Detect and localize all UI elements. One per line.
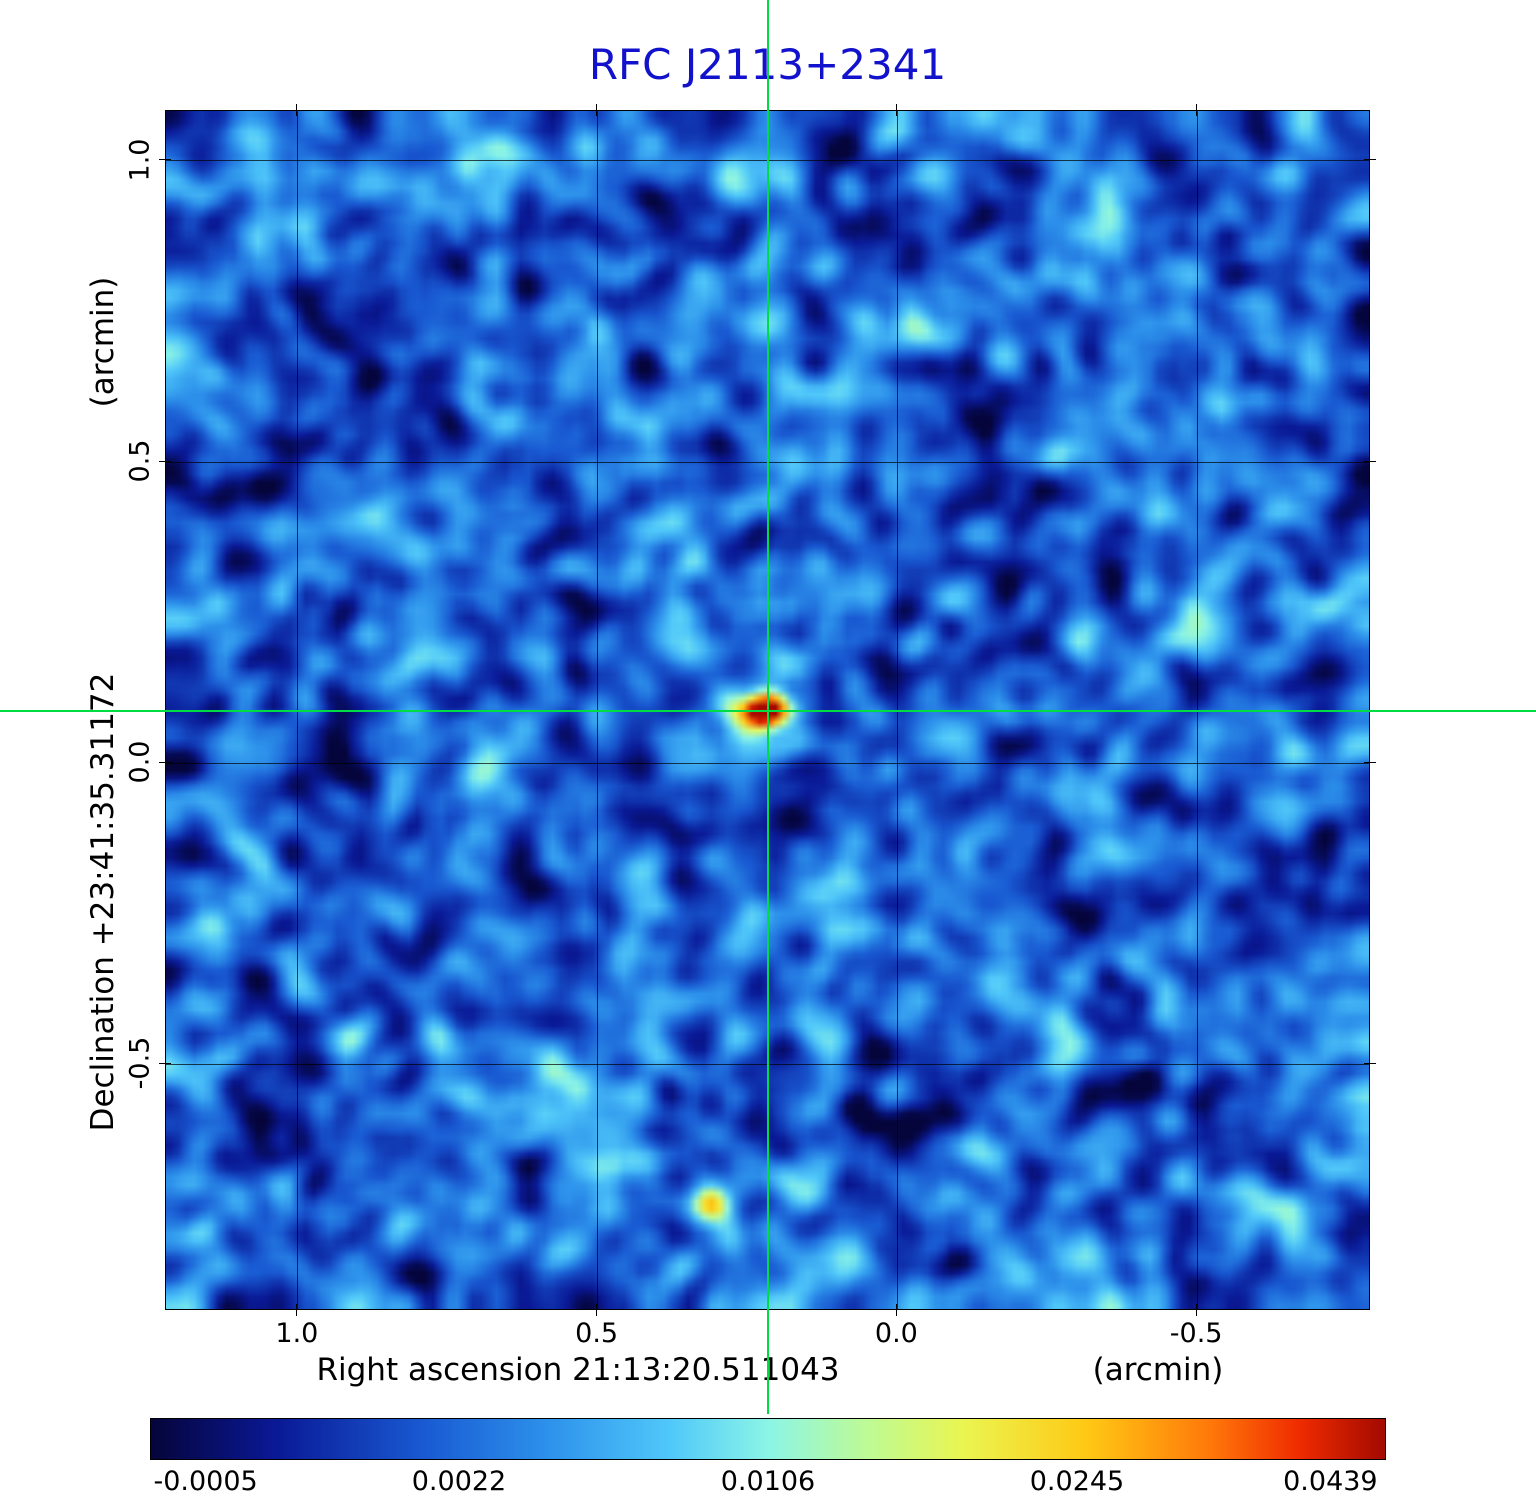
y-tick-mark (1364, 159, 1376, 161)
y-tick-mark (159, 1062, 171, 1064)
colorbar-tick-label: 0.0106 (720, 1466, 816, 1497)
y-tick-mark (1364, 460, 1376, 462)
colorbar-tick-label: 0.0245 (1029, 1466, 1125, 1497)
x-tick-mark (596, 1304, 598, 1316)
x-tick-mark (296, 104, 298, 116)
y-tick-label: 1.0 (124, 138, 156, 182)
x-tick-mark (1195, 1304, 1197, 1316)
x-tick-label: 0.5 (575, 1318, 619, 1349)
y-tick-mark (1364, 1062, 1376, 1064)
x-tick-mark (895, 1304, 897, 1316)
x-tick-mark (1195, 104, 1197, 116)
y-tick-mark (159, 159, 171, 161)
y-tick-mark (159, 460, 171, 462)
x-axis-label: Right ascension 21:13:20.511043 (316, 1352, 840, 1388)
y-tick-label: 0.0 (124, 740, 156, 784)
colorbar-tick-label: -0.0005 (153, 1466, 258, 1497)
y-axis-unit: (arcmin) (85, 276, 121, 408)
y-axis-label: Declination +23:41:35.31172 (85, 672, 121, 1132)
x-axis-unit: (arcmin) (1092, 1352, 1224, 1388)
x-tick-label: 1.0 (275, 1318, 319, 1349)
colorbar-tick-label: 0.0022 (411, 1466, 507, 1497)
x-tick-label: 0.0 (874, 1318, 918, 1349)
crosshair-horizontal-line (0, 709, 1536, 712)
y-tick-label: 0.5 (124, 439, 156, 483)
x-tick-mark (296, 1304, 298, 1316)
x-tick-label: -0.5 (1169, 1318, 1223, 1349)
colorbar-tick-label: 0.0439 (1283, 1466, 1378, 1497)
y-tick-mark (159, 761, 171, 763)
colorbar (150, 1418, 1386, 1460)
x-tick-mark (596, 104, 598, 116)
y-tick-mark (1364, 761, 1376, 763)
x-tick-mark (895, 104, 897, 116)
crosshair-vertical-line (766, 0, 769, 1414)
y-tick-label: -0.5 (124, 1036, 156, 1090)
